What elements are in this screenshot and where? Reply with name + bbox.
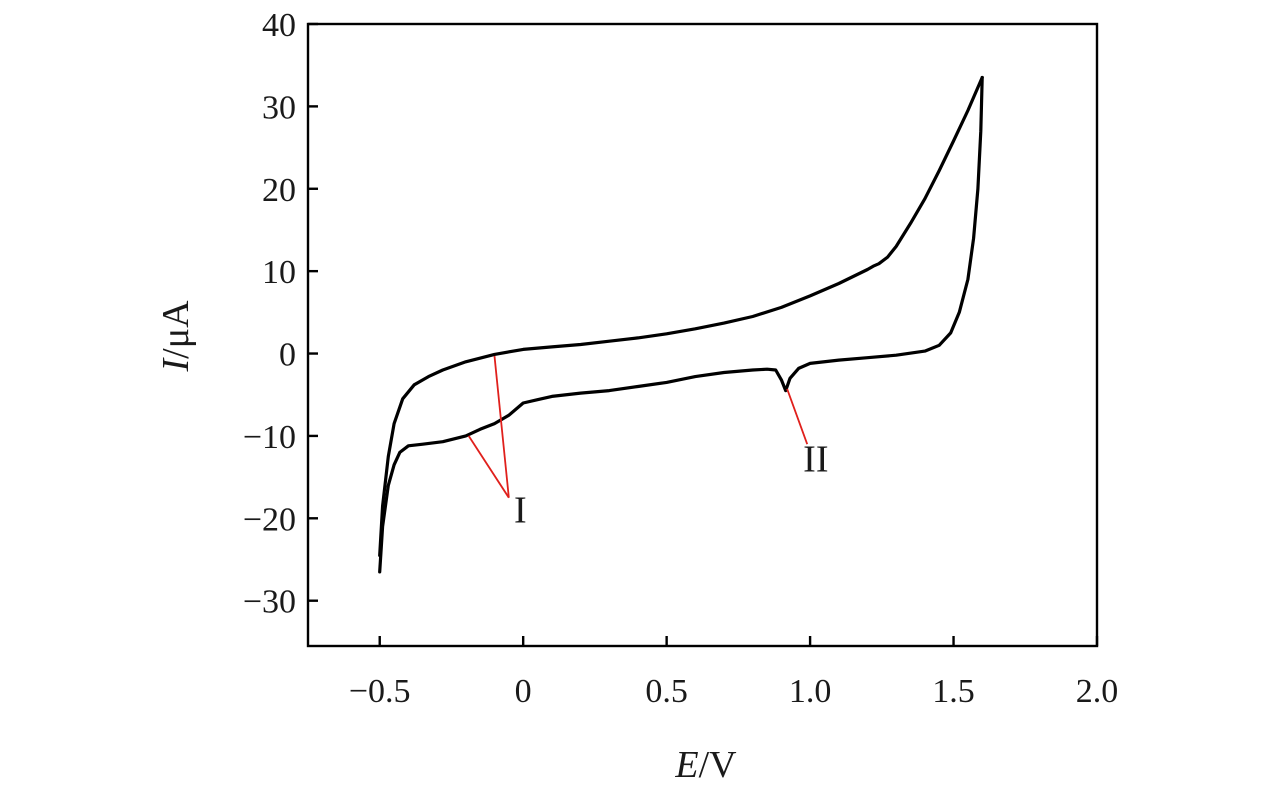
- y-tick-label: 30: [262, 89, 296, 126]
- x-tick-label: 0: [515, 673, 532, 710]
- y-tick-label: 10: [262, 254, 296, 291]
- x-axis: −0.5 0 0.5 1.0 1.5 2.0: [349, 636, 1118, 710]
- annotation-leader-line: [786, 388, 809, 445]
- cv-curves: [378, 75, 984, 574]
- forward-scan-line: [378, 75, 984, 558]
- x-axis-title: E/V: [674, 744, 737, 786]
- y-tick-label: −30: [243, 584, 296, 621]
- annotation-leader-line: [467, 435, 510, 499]
- reverse-scan-line: [378, 75, 984, 574]
- plot-frame: [306, 22, 1099, 648]
- y-tick-label: −20: [243, 501, 296, 538]
- y-tick-label: 40: [262, 7, 296, 44]
- annotation-leader-line: [493, 355, 510, 498]
- x-tick-label: 1.0: [789, 673, 832, 710]
- y-tick-label: −10: [243, 419, 296, 456]
- y-axis: 40 30 20 10 0 −10 −20 −30: [243, 7, 318, 621]
- x-tick-label: −0.5: [349, 673, 411, 710]
- y-tick-label: 0: [279, 337, 296, 374]
- peak-annotations: III: [467, 355, 828, 531]
- y-tick-label: 20: [262, 172, 296, 209]
- peak-label-1: I: [514, 489, 527, 531]
- x-tick-label: 2.0: [1076, 673, 1119, 710]
- x-tick-label: 1.5: [932, 673, 975, 710]
- x-tick-label: 0.5: [645, 673, 688, 710]
- y-axis-title: I/μA: [155, 300, 197, 373]
- peak-label-2: II: [803, 438, 828, 480]
